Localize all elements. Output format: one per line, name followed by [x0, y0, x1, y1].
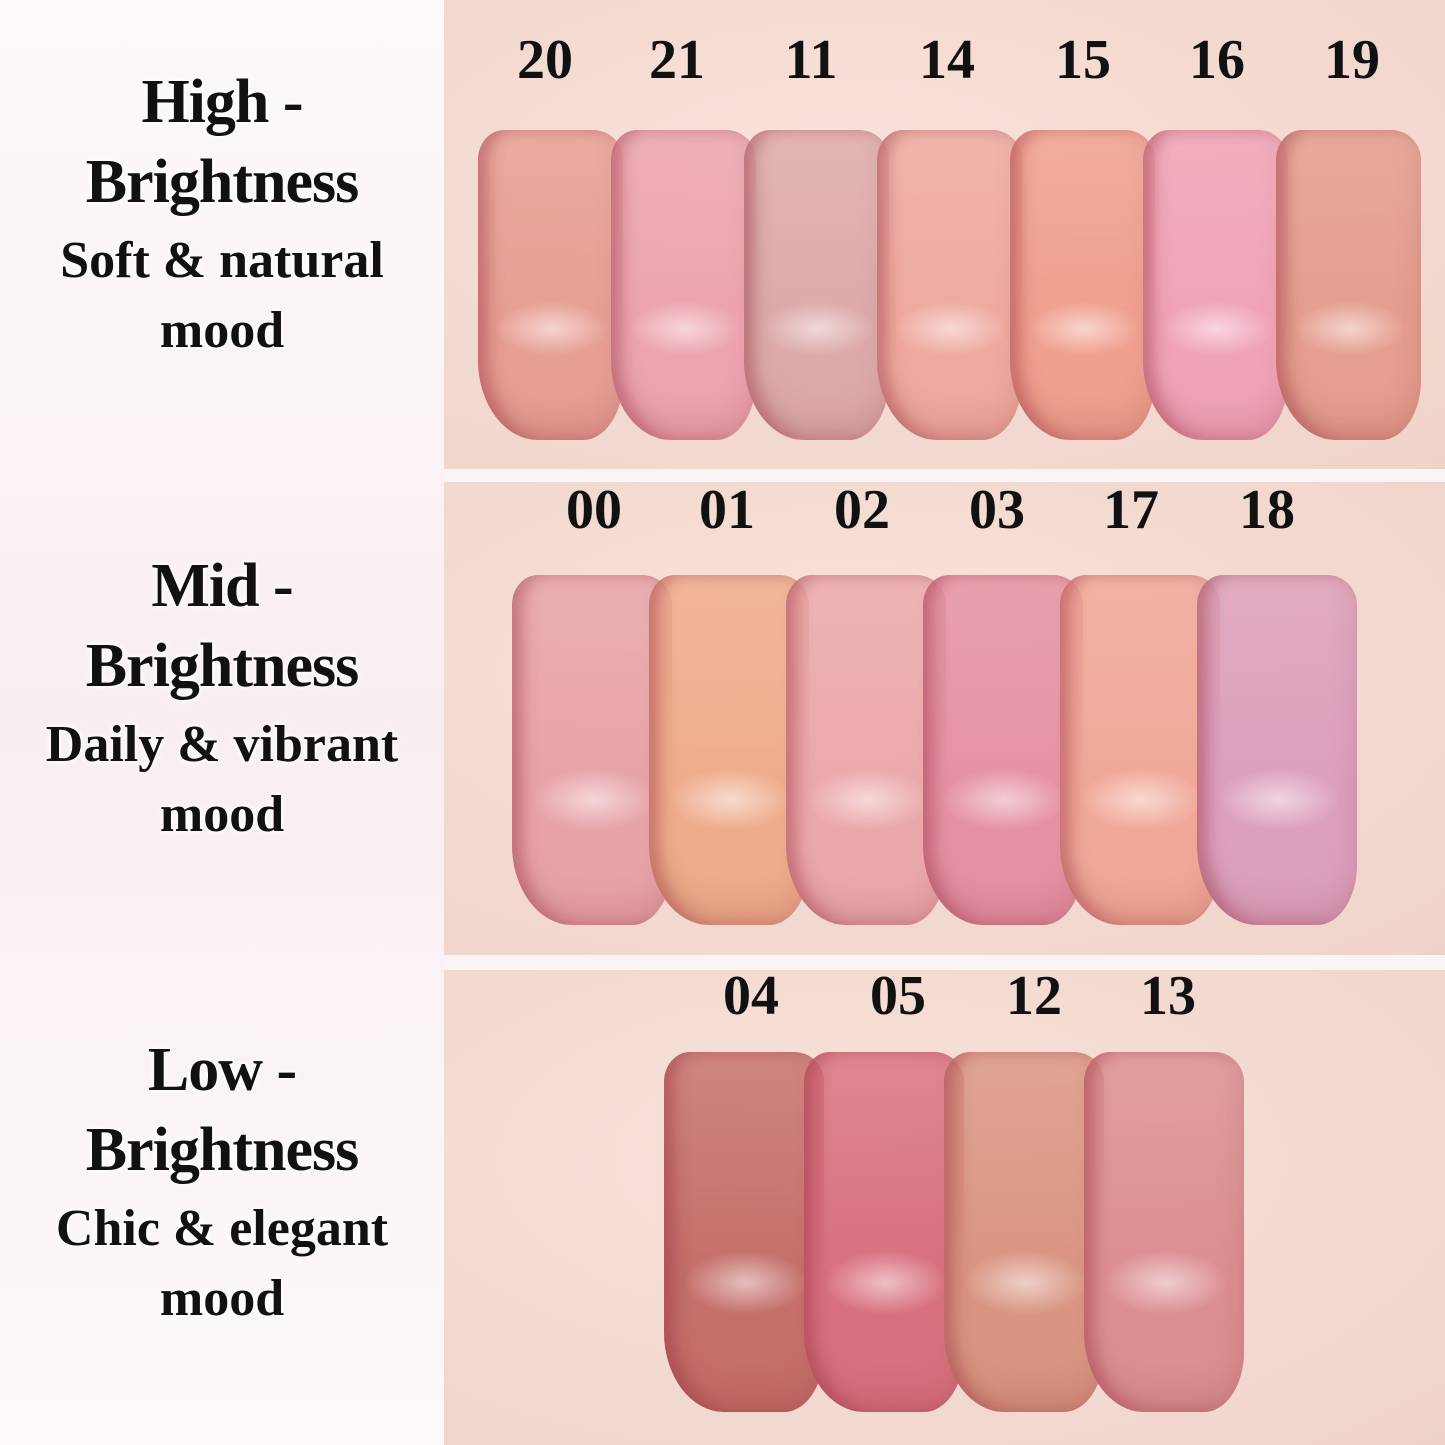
shade-number: 02	[834, 482, 890, 541]
swatch-19	[1276, 130, 1421, 440]
label-column	[0, 0, 444, 1445]
title-line: Low -	[147, 1036, 297, 1104]
shade-number: 15	[1055, 29, 1111, 91]
group-subtitle: Chic & elegant mood	[0, 1194, 444, 1334]
title-line: Brightness	[85, 632, 359, 700]
title-line: High -	[141, 68, 303, 136]
swatch-01	[649, 575, 809, 925]
swatch-panel-high: 20 21 11 14 15 16 19	[444, 0, 1445, 469]
swatch-13	[1084, 1052, 1244, 1412]
shade-number: 13	[1140, 970, 1196, 1027]
swatch-15	[1010, 130, 1155, 440]
swatch-00	[512, 575, 672, 925]
shade-number: 20	[517, 29, 573, 91]
group-title: Low - Brightness	[0, 1030, 444, 1190]
shade-number: 12	[1006, 970, 1062, 1027]
swatch-04	[664, 1052, 824, 1412]
swatch-11	[744, 130, 889, 440]
group-mid-brightness-label: Mid - Brightness Daily & vibrant mood	[0, 546, 444, 850]
shade-number: 05	[870, 970, 926, 1027]
subtitle-line: mood	[159, 786, 285, 843]
shade-number: 11	[784, 29, 838, 91]
swatch-02	[786, 575, 946, 925]
shade-number: 01	[699, 482, 755, 541]
swatch-05	[804, 1052, 964, 1412]
swatch-panel-low: 04 05 12 13	[444, 970, 1445, 1445]
swatch-14	[877, 130, 1022, 440]
swatch-18	[1197, 575, 1357, 925]
group-high-brightness-label: High - Brightness Soft & natural mood	[0, 62, 444, 366]
shade-number: 14	[919, 29, 975, 91]
swatch-03	[923, 575, 1083, 925]
swatch-12	[944, 1052, 1104, 1412]
shade-number: 00	[566, 482, 622, 541]
subtitle-line: Chic & elegant	[55, 1200, 389, 1257]
subtitle-line: Daily & vibrant	[45, 716, 399, 773]
swatch-16	[1143, 130, 1288, 440]
swatch-20	[478, 130, 623, 440]
swatch-17	[1060, 575, 1220, 925]
shade-number: 16	[1189, 29, 1245, 91]
group-title: Mid - Brightness	[0, 546, 444, 706]
shade-number: 03	[969, 482, 1025, 541]
shade-number: 19	[1324, 29, 1380, 91]
shade-number: 17	[1103, 482, 1159, 541]
group-low-brightness-label: Low - Brightness Chic & elegant mood	[0, 1030, 444, 1334]
subtitle-line: mood	[159, 1270, 285, 1327]
shade-number: 21	[649, 29, 705, 91]
group-subtitle: Soft & natural mood	[0, 226, 444, 366]
group-title: High - Brightness	[0, 62, 444, 222]
title-line: Brightness	[85, 148, 359, 216]
subtitle-line: Soft & natural	[60, 232, 384, 289]
swatch-panel-mid: 00 01 02 03 17 18	[444, 482, 1445, 955]
group-subtitle: Daily & vibrant mood	[0, 710, 444, 850]
title-line: Brightness	[85, 1116, 359, 1184]
shade-number: 04	[723, 970, 779, 1027]
title-line: Mid -	[151, 552, 293, 620]
shade-number: 18	[1239, 482, 1295, 541]
subtitle-line: mood	[159, 302, 285, 359]
swatch-21	[611, 130, 756, 440]
